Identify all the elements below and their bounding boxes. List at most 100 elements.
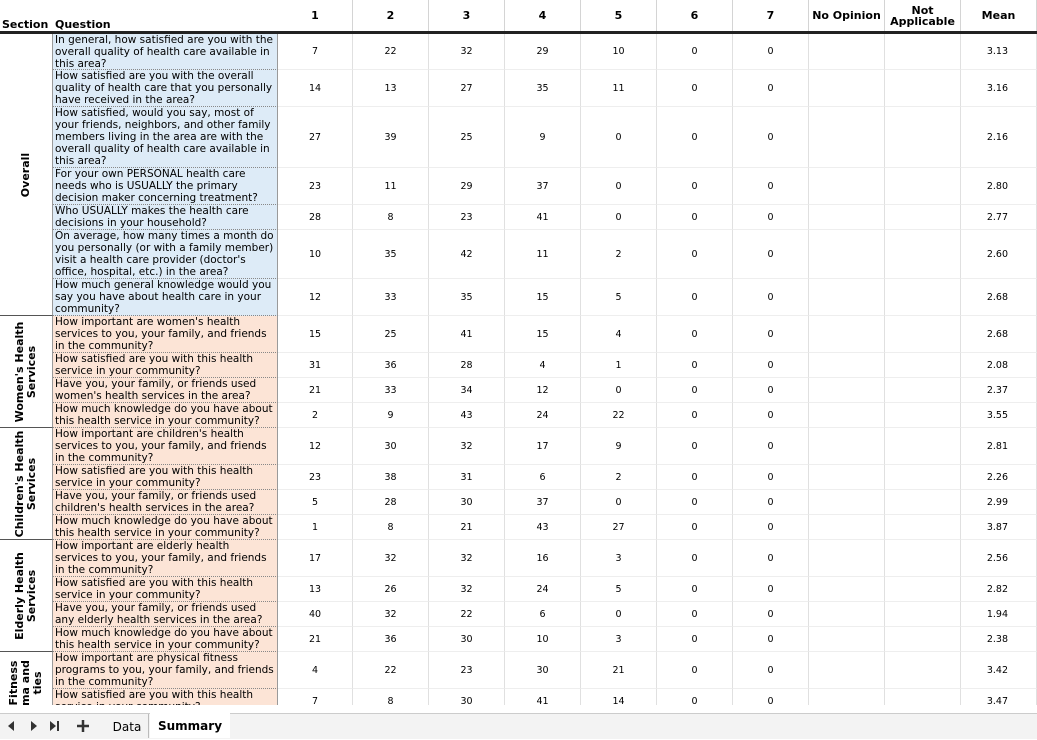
count-cell: 0 bbox=[657, 279, 733, 316]
section-cell: Women's Health Services bbox=[0, 316, 53, 428]
count-cell: 32 bbox=[429, 34, 505, 70]
mean-cell: 3.16 bbox=[961, 70, 1037, 107]
count-cell: 0 bbox=[657, 652, 733, 689]
count-cell: 10 bbox=[278, 230, 353, 279]
empty-cell bbox=[809, 602, 885, 627]
count-cell: 0 bbox=[733, 428, 809, 465]
empty-cell bbox=[809, 70, 885, 107]
question-cell: Have you, your family, or friends used a… bbox=[53, 602, 278, 627]
count-cell: 0 bbox=[733, 230, 809, 279]
empty-cell bbox=[809, 577, 885, 602]
count-cell: 36 bbox=[353, 353, 429, 378]
count-cell: 24 bbox=[505, 403, 581, 428]
count-cell: 24 bbox=[505, 577, 581, 602]
count-cell: 33 bbox=[353, 279, 429, 316]
mean-cell: 2.68 bbox=[961, 279, 1037, 316]
empty-cell bbox=[885, 577, 961, 602]
count-cell: 0 bbox=[733, 652, 809, 689]
question-cell: How important are women's health service… bbox=[53, 316, 278, 353]
count-cell: 35 bbox=[505, 70, 581, 107]
header-cell: 2 bbox=[353, 0, 429, 31]
count-cell: 11 bbox=[353, 168, 429, 205]
count-cell: 23 bbox=[278, 465, 353, 490]
sheet-tab-active[interactable]: Summary bbox=[150, 713, 230, 738]
count-cell: 35 bbox=[429, 279, 505, 316]
nav-icons bbox=[8, 720, 89, 732]
count-cell: 41 bbox=[429, 316, 505, 353]
empty-cell bbox=[809, 205, 885, 230]
question-cell: How much general knowledge would you say… bbox=[53, 279, 278, 316]
empty-cell bbox=[885, 428, 961, 465]
count-cell: 12 bbox=[278, 428, 353, 465]
count-cell: 8 bbox=[353, 205, 429, 230]
count-cell: 22 bbox=[581, 403, 657, 428]
question-cell: How satisfied are you with this health s… bbox=[53, 689, 278, 705]
empty-cell bbox=[885, 652, 961, 689]
spreadsheet: Section Question 1 2 3 4 5 6 7 No Opinion Not Appl… bbox=[0, 0, 1037, 705]
count-cell: 0 bbox=[657, 316, 733, 353]
count-cell: 2 bbox=[581, 465, 657, 490]
empty-cell bbox=[885, 627, 961, 652]
count-cell: 43 bbox=[505, 515, 581, 540]
mean-cell: 2.60 bbox=[961, 230, 1037, 279]
count-cell: 43 bbox=[429, 403, 505, 428]
mean-cell: 3.13 bbox=[961, 34, 1037, 70]
count-cell: 0 bbox=[581, 378, 657, 403]
count-cell: 0 bbox=[657, 490, 733, 515]
mean-cell: 2.99 bbox=[961, 490, 1037, 515]
count-cell: 23 bbox=[429, 652, 505, 689]
count-cell: 32 bbox=[353, 540, 429, 577]
count-cell: 27 bbox=[429, 70, 505, 107]
header-cell: Mean bbox=[961, 0, 1037, 31]
section-label-line: ties bbox=[31, 670, 44, 695]
count-cell: 0 bbox=[733, 627, 809, 652]
count-cell: 0 bbox=[657, 353, 733, 378]
section-label: Elderly Health Services bbox=[13, 552, 38, 640]
count-cell: 0 bbox=[733, 403, 809, 428]
empty-cell bbox=[809, 107, 885, 168]
empty-cell bbox=[885, 515, 961, 540]
count-cell: 6 bbox=[505, 602, 581, 627]
count-cell: 17 bbox=[505, 428, 581, 465]
empty-cell bbox=[809, 403, 885, 428]
count-cell: 1 bbox=[278, 515, 353, 540]
count-cell: 31 bbox=[278, 353, 353, 378]
count-cell: 0 bbox=[733, 205, 809, 230]
question-cell: On average, how many times a month do yo… bbox=[53, 230, 278, 279]
empty-cell bbox=[809, 378, 885, 403]
count-cell: 6 bbox=[505, 465, 581, 490]
mean-cell: 2.37 bbox=[961, 378, 1037, 403]
count-cell: 13 bbox=[353, 70, 429, 107]
header-cell: Section bbox=[2, 17, 49, 31]
count-cell: 25 bbox=[353, 316, 429, 353]
count-cell: 0 bbox=[581, 107, 657, 168]
empty-cell bbox=[885, 107, 961, 168]
empty-cell bbox=[809, 689, 885, 705]
section-label-line: Services bbox=[25, 345, 38, 398]
count-cell: 36 bbox=[353, 627, 429, 652]
count-cell: 28 bbox=[278, 205, 353, 230]
sheet-tab[interactable]: Data bbox=[106, 714, 149, 738]
question-cell: Have you, your family, or friends used c… bbox=[53, 490, 278, 515]
section-label-line: Overall bbox=[19, 152, 32, 197]
empty-cell bbox=[809, 230, 885, 279]
question-cell: How much knowledge do you have about thi… bbox=[53, 515, 278, 540]
count-cell: 23 bbox=[278, 168, 353, 205]
count-cell: 40 bbox=[278, 602, 353, 627]
mean-cell: 2.80 bbox=[961, 168, 1037, 205]
count-cell: 37 bbox=[505, 490, 581, 515]
section-label: Fitness ma and ties bbox=[7, 660, 44, 705]
section-label: Children's Health Services bbox=[13, 430, 38, 537]
count-cell: 0 bbox=[657, 540, 733, 577]
count-cell: 17 bbox=[278, 540, 353, 577]
section-cell: Fitness ma and ties bbox=[0, 652, 53, 705]
count-cell: 0 bbox=[733, 378, 809, 403]
count-cell: 0 bbox=[733, 490, 809, 515]
empty-cell bbox=[809, 627, 885, 652]
empty-cell bbox=[885, 403, 961, 428]
count-cell: 0 bbox=[581, 490, 657, 515]
count-cell: 5 bbox=[581, 279, 657, 316]
mean-cell: 1.94 bbox=[961, 602, 1037, 627]
empty-cell bbox=[885, 70, 961, 107]
count-cell: 16 bbox=[505, 540, 581, 577]
